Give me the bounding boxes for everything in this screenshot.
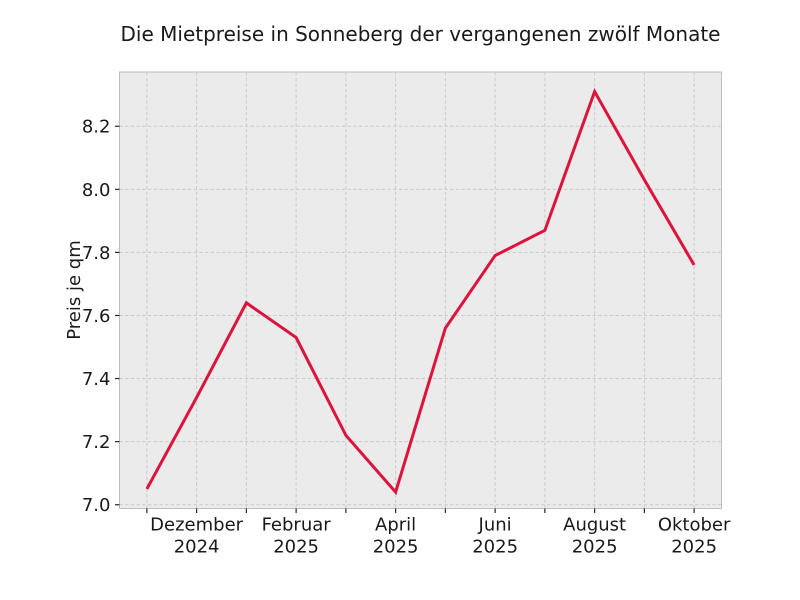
- x-tick-label-year: 2025: [572, 537, 618, 558]
- x-tick-label-year: 2025: [273, 537, 319, 558]
- y-tick-label: 8.2: [82, 117, 111, 138]
- y-tick-label: 7.4: [82, 369, 111, 390]
- x-tick-labels: Dezember2024Februar2025April2025Juni2025…: [150, 515, 731, 558]
- x-tick-label-month: April: [375, 515, 416, 536]
- x-tick-label-year: 2025: [373, 537, 419, 558]
- chart-title: Die Mietpreise in Sonneberg der vergange…: [121, 22, 721, 46]
- data-series: [145, 87, 696, 496]
- plot-background: [119, 71, 722, 509]
- x-tick-label-year: 2025: [472, 537, 518, 558]
- x-tick-label-month: Februar: [262, 515, 332, 536]
- x-tick-label-month: Oktober: [658, 515, 731, 536]
- x-tick-label-year: 2024: [174, 537, 220, 558]
- price-line: [145, 87, 696, 496]
- y-tick-label: 7.6: [82, 306, 111, 327]
- gridlines: [119, 72, 722, 509]
- x-tick-label-year: 2025: [671, 537, 717, 558]
- y-tick-labels: 7.0 7.2 7.4 7.6 7.8 8.0 8.2: [82, 117, 111, 516]
- x-tick-label-month: Juni: [478, 515, 512, 536]
- y-tick-label: 7.8: [82, 243, 111, 264]
- y-tick-label: 8.0: [82, 180, 111, 201]
- y-axis-label: Preis je qm: [64, 240, 85, 339]
- tick-marks: [115, 125, 695, 513]
- y-tick-label: 7.2: [82, 432, 111, 453]
- y-tick-label: 7.0: [82, 495, 111, 516]
- x-tick-label-month: Dezember: [150, 515, 243, 536]
- plot-background-rect: [119, 71, 722, 509]
- x-tick-label-month: August: [563, 515, 626, 536]
